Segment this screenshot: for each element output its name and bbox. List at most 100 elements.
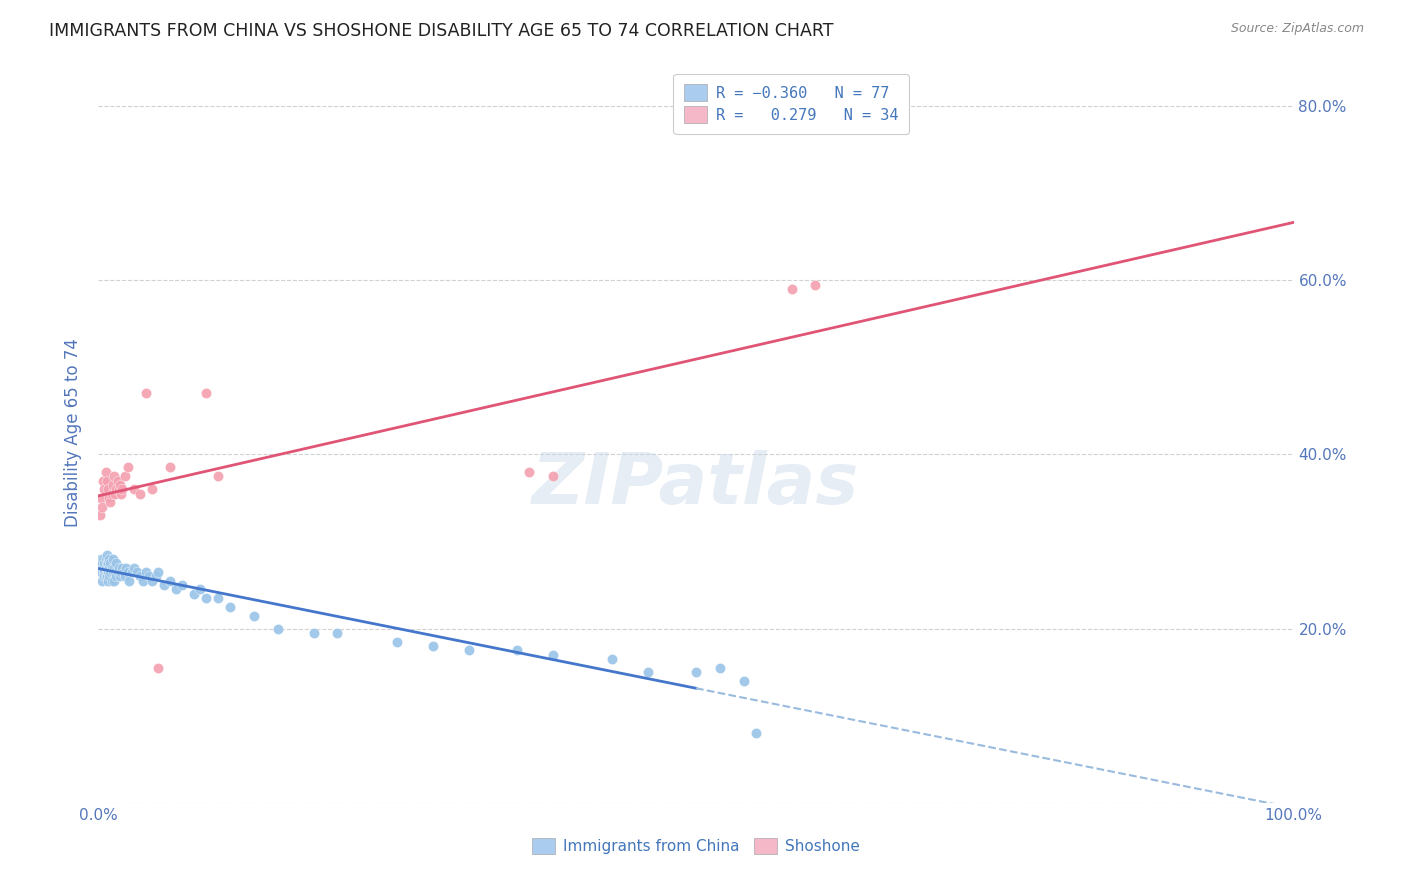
Point: [90, 565, 112, 579]
Point: [517, 465, 540, 479]
Point: [103, 560, 125, 574]
Point: [90, 491, 112, 505]
Point: [385, 634, 409, 648]
Point: [780, 282, 803, 296]
Point: [98, 495, 122, 509]
Point: [111, 482, 134, 496]
Point: [685, 665, 707, 680]
Point: [105, 556, 128, 570]
Point: [105, 569, 128, 583]
Point: [107, 560, 129, 574]
Point: [96, 548, 118, 562]
Point: [148, 565, 170, 579]
Point: [172, 578, 194, 592]
Point: [141, 482, 163, 496]
Point: [118, 574, 141, 588]
Point: [165, 582, 187, 597]
Point: [458, 643, 481, 657]
Point: [101, 478, 124, 492]
Point: [107, 565, 129, 579]
Point: [93, 569, 115, 583]
Point: [98, 491, 121, 505]
Point: [145, 569, 167, 583]
Point: [97, 556, 120, 570]
Point: [733, 673, 755, 688]
Point: [195, 386, 218, 401]
Point: [103, 469, 125, 483]
Point: [100, 574, 122, 588]
Point: [107, 474, 129, 488]
Point: [94, 569, 117, 583]
Point: [141, 574, 163, 588]
Point: [117, 460, 139, 475]
Point: [111, 560, 134, 574]
Point: [541, 469, 564, 483]
Point: [96, 556, 118, 570]
Point: [91, 474, 114, 488]
Point: [138, 569, 160, 583]
Point: [89, 508, 111, 523]
Point: [91, 556, 114, 570]
Point: [91, 552, 114, 566]
Point: [97, 565, 120, 579]
Point: [110, 486, 132, 500]
Point: [541, 648, 564, 662]
Point: [207, 469, 229, 483]
Point: [98, 560, 121, 574]
Point: [98, 552, 121, 566]
Point: [207, 591, 229, 606]
Point: [96, 569, 118, 583]
Point: [159, 574, 181, 588]
Point: [91, 500, 114, 514]
Point: [114, 469, 136, 483]
Point: [115, 560, 138, 574]
Point: [129, 569, 152, 583]
Point: [243, 608, 266, 623]
Point: [117, 565, 139, 579]
Point: [91, 574, 114, 588]
Text: ZIPatlas: ZIPatlas: [533, 450, 859, 519]
Point: [267, 622, 290, 636]
Point: [98, 565, 122, 579]
Point: [195, 591, 218, 606]
Point: [183, 587, 205, 601]
Point: [107, 482, 129, 496]
Text: IMMIGRANTS FROM CHINA VS SHOSHONE DISABILITY AGE 65 TO 74 CORRELATION CHART: IMMIGRANTS FROM CHINA VS SHOSHONE DISABI…: [49, 22, 834, 40]
Point: [114, 569, 136, 583]
Text: Source: ZipAtlas.com: Source: ZipAtlas.com: [1230, 22, 1364, 36]
Point: [422, 639, 444, 653]
Point: [302, 626, 325, 640]
Point: [135, 565, 157, 579]
Point: [148, 661, 170, 675]
Point: [97, 482, 120, 496]
Point: [89, 560, 111, 574]
Point: [93, 482, 115, 496]
Point: [93, 556, 115, 570]
Point: [131, 574, 153, 588]
Legend: Immigrants from China, Shoshone: Immigrants from China, Shoshone: [524, 830, 868, 862]
Point: [121, 565, 143, 579]
Point: [94, 560, 117, 574]
Point: [96, 474, 118, 488]
Point: [104, 486, 127, 500]
Point: [98, 556, 122, 570]
Point: [98, 569, 121, 583]
Point: [108, 478, 131, 492]
Y-axis label: Disability Age 65 to 74: Disability Age 65 to 74: [65, 338, 83, 527]
Point: [326, 626, 349, 640]
Point: [135, 386, 157, 401]
Point: [112, 565, 135, 579]
Point: [100, 560, 122, 574]
Point: [97, 574, 120, 588]
Point: [94, 465, 117, 479]
Point: [124, 482, 146, 496]
Point: [110, 565, 132, 579]
Point: [103, 574, 125, 588]
Point: [94, 552, 117, 566]
Point: [602, 652, 624, 666]
Point: [101, 552, 124, 566]
Point: [129, 486, 152, 500]
Point: [219, 599, 242, 614]
Point: [506, 643, 529, 657]
Point: [709, 661, 731, 675]
